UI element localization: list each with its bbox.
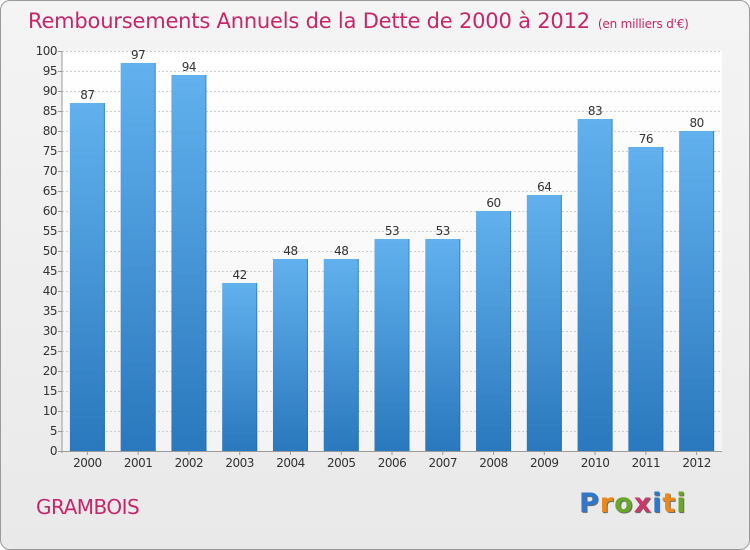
bar-edge-2005	[357, 259, 359, 451]
bar-value-label: 83	[588, 104, 602, 118]
logo-letter: i	[676, 488, 687, 519]
y-tick-label: 70	[43, 164, 57, 178]
y-tick-label: 10	[43, 404, 57, 418]
bar-value-label: 64	[537, 180, 551, 194]
x-tick-label: 2009	[530, 456, 559, 470]
y-tick-label: 15	[43, 384, 57, 398]
bar-value-label: 53	[436, 224, 450, 238]
commune-name: GRAMBOIS	[36, 495, 140, 519]
bar-edge-2009	[560, 195, 562, 451]
y-axis-ticks: 0 5 10 15 20 25 30 35 40 45 50 55 60 65 70 75 80 85 90 95 10…	[36, 44, 62, 458]
logo-letter: o	[614, 488, 634, 519]
y-tick-label: 65	[43, 184, 57, 198]
bar-edge-2011	[662, 147, 664, 451]
y-tick-label: 85	[43, 104, 57, 118]
bar-2005	[323, 259, 359, 451]
bar-2003	[222, 283, 258, 451]
bar-edge-2003	[256, 283, 258, 451]
chart-title-text: Remboursements Annuels de la Dette de 20…	[28, 9, 590, 33]
bar-value-label: 94	[182, 60, 196, 74]
y-tick-label: 5	[50, 424, 57, 438]
y-tick-label: 0	[50, 444, 57, 458]
x-tick-label: 2000	[73, 456, 102, 470]
bar-edge-2002	[205, 75, 207, 451]
y-tick-label: 40	[43, 284, 57, 298]
logo-letter: x	[633, 488, 653, 519]
y-tick-label: 25	[43, 344, 57, 358]
bar-2004	[272, 259, 308, 451]
x-tick-label: 2004	[276, 456, 305, 470]
y-tick-label: 50	[43, 244, 57, 258]
y-tick-label: 30	[43, 324, 57, 338]
bar-edge-2012	[713, 131, 715, 451]
logo-letter: r	[599, 488, 615, 519]
x-tick-label: 2007	[428, 456, 457, 470]
x-tick-label: 2011	[632, 456, 661, 470]
logo-letter: P	[579, 488, 600, 519]
bar-value-label: 48	[334, 244, 348, 258]
x-tick-label: 2001	[124, 456, 153, 470]
bar-edge-2007	[459, 239, 461, 451]
chart-title: Remboursements Annuels de la Dette de 20…	[28, 9, 689, 33]
x-tick-label: 2002	[175, 456, 204, 470]
bar-edge-2004	[306, 259, 308, 451]
proxiti-logo: Proxiti	[579, 488, 687, 519]
bar-2011	[628, 147, 664, 451]
y-tick-label: 90	[43, 84, 57, 98]
y-tick-label: 60	[43, 204, 57, 218]
y-tick-label: 20	[43, 364, 57, 378]
bars: 87 97 94 42 48 48 53 53 60 64 83 76 80	[69, 48, 715, 451]
bar-2008	[476, 211, 512, 451]
x-tick-label: 2010	[581, 456, 610, 470]
y-tick-label: 80	[43, 124, 57, 138]
bar-2009	[526, 195, 562, 451]
x-tick-label: 2008	[479, 456, 508, 470]
bar-edge-2008	[510, 211, 512, 451]
x-tick-label: 2003	[225, 456, 254, 470]
x-axis-ticks: 2000 2001 2002 2003 2004 2005 2006 2007 2008 2009…	[73, 451, 711, 470]
logo-letter: i	[652, 488, 663, 519]
bar-edge-2006	[408, 239, 410, 451]
y-tick-label: 35	[43, 304, 57, 318]
bar-2006	[374, 239, 410, 451]
bar-value-label: 87	[80, 88, 94, 102]
bar-2007	[425, 239, 461, 451]
y-tick-label: 55	[43, 224, 57, 238]
bar-value-label: 80	[689, 116, 703, 130]
bar-value-label: 97	[131, 48, 145, 62]
bar-value-label: 42	[233, 268, 247, 282]
y-tick-label: 100	[36, 44, 57, 58]
y-tick-label: 95	[43, 64, 57, 78]
bar-value-label: 48	[283, 244, 297, 258]
bar-value-label: 53	[385, 224, 399, 238]
bar-2002	[171, 75, 207, 451]
bar-edge-2001	[154, 63, 156, 451]
x-tick-label: 2005	[327, 456, 356, 470]
bar-value-label: 60	[486, 196, 500, 210]
bar-edge-2010	[611, 119, 613, 451]
chart-unit: (en milliers d'€)	[597, 17, 689, 31]
y-tick-label: 75	[43, 144, 57, 158]
bar-value-label: 76	[639, 132, 653, 146]
logo-letter: t	[662, 488, 677, 519]
bar-edge-2000	[103, 103, 105, 451]
bar-2000	[69, 103, 105, 451]
bar-2001	[120, 63, 156, 451]
bar-2012	[679, 131, 715, 451]
y-tick-label: 45	[43, 264, 57, 278]
bar-2010	[577, 119, 613, 451]
x-tick-label: 2006	[378, 456, 407, 470]
x-tick-label: 2012	[682, 456, 711, 470]
